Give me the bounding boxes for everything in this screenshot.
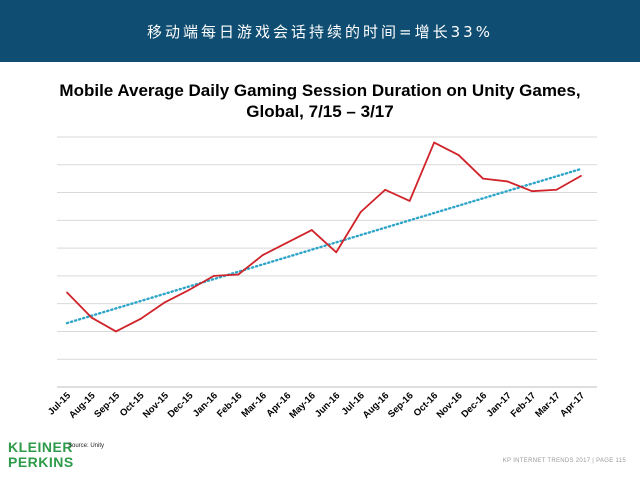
data-point bbox=[359, 211, 362, 213]
grid-lines bbox=[57, 136, 597, 388]
x-tick-label: Feb-17 bbox=[509, 390, 538, 419]
x-tick-label: Aug-16 bbox=[361, 390, 392, 421]
x-tick-label: Dec-15 bbox=[166, 390, 196, 420]
chart-title-line-2: Global, 7/15 – 3/17 bbox=[246, 102, 394, 121]
data-point bbox=[335, 251, 338, 254]
x-tick-label: Apr-17 bbox=[558, 390, 587, 419]
data-point bbox=[408, 199, 411, 202]
data-point bbox=[139, 318, 142, 320]
x-tick-label: Aug-15 bbox=[67, 390, 98, 421]
x-tick-label: Nov-16 bbox=[435, 390, 465, 420]
trend-line bbox=[65, 167, 583, 325]
data-point bbox=[310, 229, 313, 231]
data-point bbox=[531, 190, 533, 193]
data-point bbox=[384, 188, 387, 191]
data-point bbox=[261, 254, 264, 256]
banner-title: 移动端每日游戏会话持续的时间=增长33% bbox=[147, 22, 493, 41]
kleiner-perkins-logo: KLEINER PERKINS bbox=[8, 440, 74, 470]
x-tick-label: Dec-16 bbox=[459, 390, 489, 420]
data-point bbox=[580, 174, 582, 177]
x-axis-labels: Jul-15Aug-15Sep-15Oct-15Nov-15Dec-15Jan-… bbox=[46, 390, 587, 421]
x-tick-label: Sep-16 bbox=[386, 390, 416, 420]
series-points bbox=[66, 141, 582, 333]
data-point bbox=[286, 241, 289, 244]
data-point bbox=[433, 141, 436, 144]
x-tick-label: Jun-16 bbox=[313, 390, 342, 419]
page-footer: KP INTERNET TRENDS 2017 | PAGE 115 bbox=[502, 458, 626, 464]
logo-line-2: PERKINS bbox=[8, 454, 74, 470]
logo-line-1: KLEINER bbox=[8, 439, 73, 455]
data-point bbox=[164, 301, 166, 304]
x-tick-label: May-16 bbox=[287, 390, 318, 421]
source-note: Source: Unity bbox=[68, 443, 105, 449]
x-tick-label: Mar-17 bbox=[533, 390, 562, 419]
data-point bbox=[90, 316, 93, 319]
x-tick-label: Mar-16 bbox=[239, 390, 268, 419]
x-tick-label: Feb-16 bbox=[215, 390, 244, 419]
data-point bbox=[457, 154, 460, 156]
x-tick-label: Jan-17 bbox=[485, 390, 514, 419]
data-point bbox=[482, 177, 484, 180]
data-point bbox=[237, 273, 240, 276]
x-tick-label: Jan-16 bbox=[191, 390, 220, 419]
series-line bbox=[66, 141, 582, 333]
data-point bbox=[188, 288, 191, 291]
x-tick-label: Nov-15 bbox=[141, 390, 172, 421]
slide-banner: 移动端每日游戏会话持续的时间=增长33% bbox=[0, 0, 640, 62]
data-point bbox=[115, 330, 117, 333]
data-point bbox=[66, 291, 68, 294]
x-tick-label: Sep-15 bbox=[92, 390, 122, 420]
chart-title-line-1: Mobile Average Daily Gaming Session Dura… bbox=[59, 81, 581, 100]
data-point bbox=[506, 180, 509, 183]
data-point bbox=[555, 188, 558, 191]
data-point bbox=[212, 274, 215, 277]
chart-title: Mobile Average Daily Gaming Session Dura… bbox=[40, 80, 600, 122]
